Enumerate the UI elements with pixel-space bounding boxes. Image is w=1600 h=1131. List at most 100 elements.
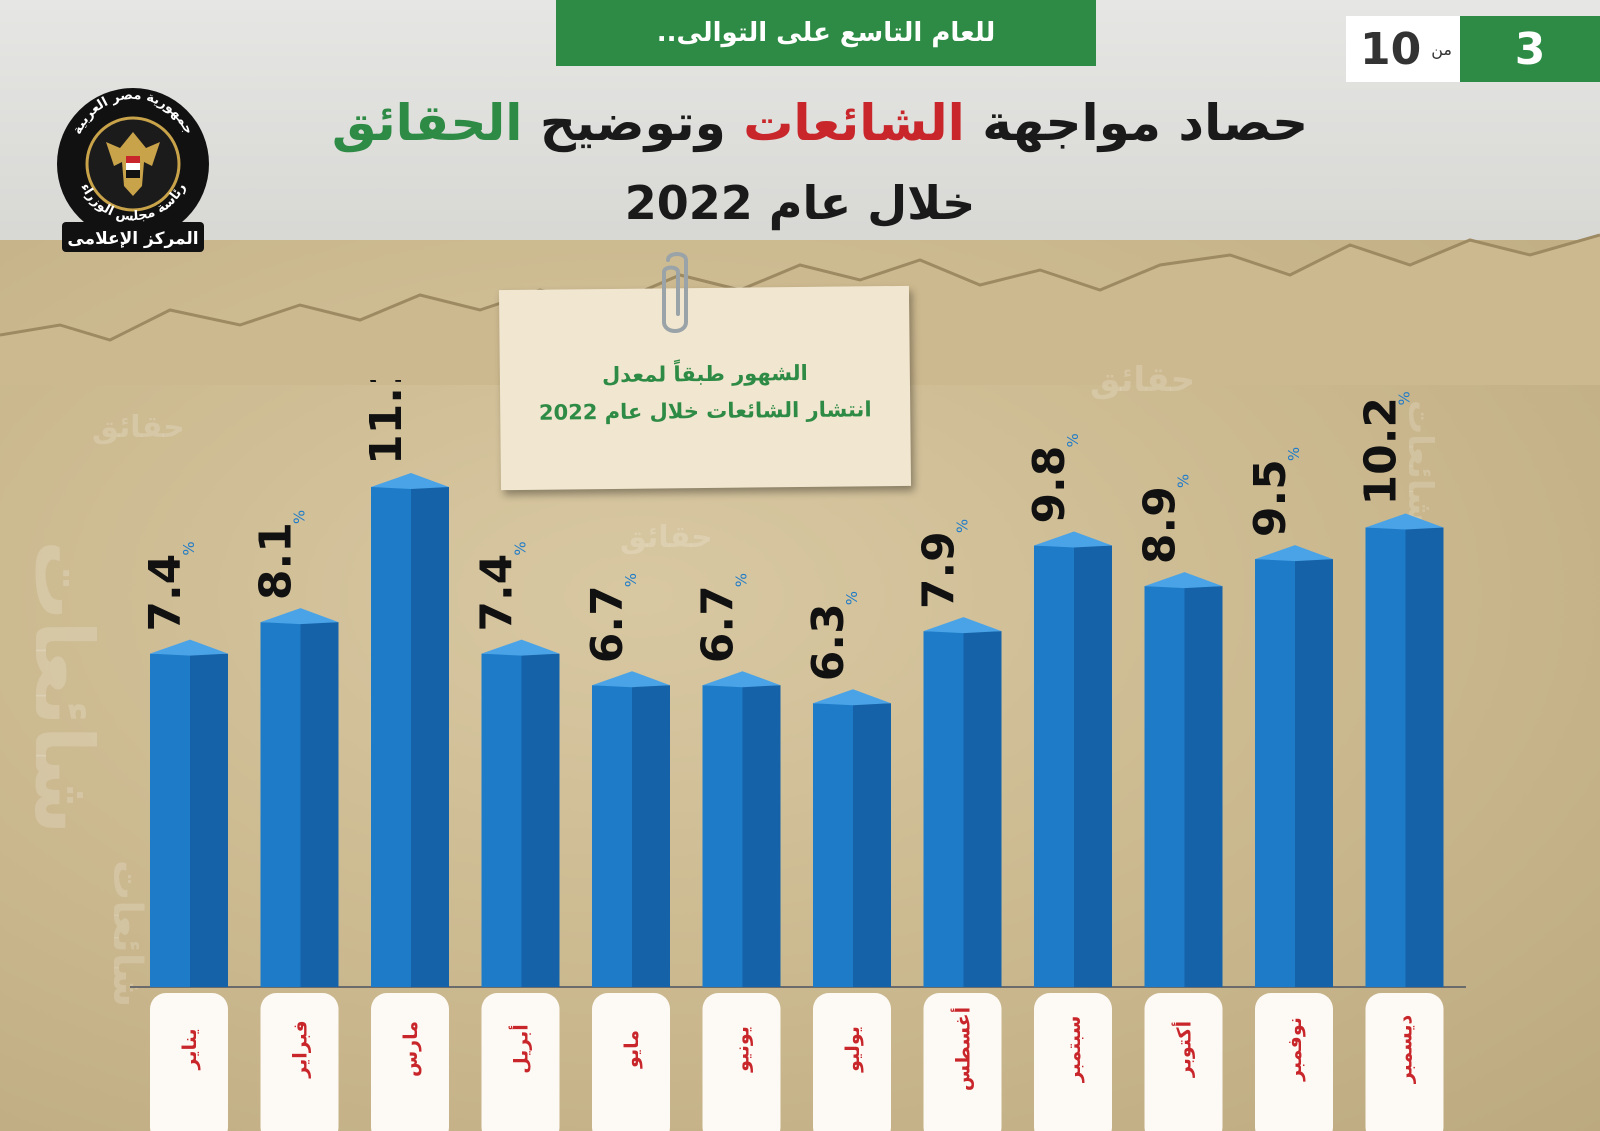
percent-sign: % [1064, 433, 1082, 447]
bar-top [592, 671, 670, 688]
title-highlight-facts: الحقائق [331, 94, 523, 152]
bar [1034, 545, 1074, 987]
cabinet-logo: جمهورية مصر العربية رئاسة مجلس الوزراء ا… [57, 88, 209, 252]
bar-side [300, 622, 339, 987]
bar-top [702, 671, 781, 688]
data-label: 8.1 [251, 522, 302, 600]
percent-sign: % [954, 519, 972, 533]
bar [260, 622, 301, 987]
bar-side [1405, 527, 1444, 987]
month-label-pill [923, 993, 1002, 1131]
percent-sign: % [843, 591, 861, 605]
bar-top [1365, 513, 1444, 530]
month-label-pill [702, 993, 781, 1131]
x-tick-label: مايو [621, 1030, 643, 1069]
data-label: 9.5 [1245, 459, 1296, 537]
percent-sign: % [512, 541, 530, 555]
bar-side [1295, 559, 1333, 987]
bar-side [963, 631, 1002, 987]
page-total: 10 [1346, 16, 1428, 82]
bar [813, 703, 853, 987]
bar-top [371, 473, 449, 489]
page-counter: 10 من 3 [1346, 16, 1600, 82]
data-label: 11.1 [361, 380, 412, 465]
bar [592, 685, 632, 987]
page-of-label: من [1427, 16, 1460, 82]
bar [702, 685, 743, 987]
x-tick-label: يونيو [732, 1026, 754, 1073]
percent-sign: % [291, 510, 309, 524]
bar-top [1144, 572, 1223, 589]
bar-top [1034, 531, 1112, 548]
data-label: 6.3 [803, 603, 854, 681]
bar [1144, 586, 1185, 987]
percent-sign: % [1396, 391, 1414, 405]
month-label-pill [1365, 993, 1444, 1131]
title-part: وتوضيح [522, 94, 744, 152]
bar-top [150, 639, 228, 656]
month-label-pill [1255, 993, 1333, 1131]
percent-sign: % [622, 573, 640, 587]
month-label-pill [592, 993, 670, 1131]
x-tick-label: يوليو [842, 1026, 864, 1073]
bar-top [923, 617, 1002, 634]
month-label-pill [1144, 993, 1223, 1131]
title-highlight-rumors: الشائعات [743, 94, 965, 152]
paperclip-icon [662, 252, 688, 333]
data-label: 7.4 [472, 554, 523, 632]
eagle-icon [106, 132, 160, 196]
bar-side [411, 487, 449, 987]
month-label-pill [481, 993, 560, 1131]
bar-side [190, 653, 228, 987]
x-tick-label: مارس [400, 1021, 422, 1077]
x-tick-label: أغسطس [951, 1007, 975, 1091]
bar [1365, 527, 1406, 987]
bar-top [260, 608, 339, 625]
data-label: 9.8 [1024, 446, 1075, 524]
bar [150, 653, 190, 987]
data-label: 6.7 [693, 585, 744, 663]
x-tick-label: ديسمبر [1395, 1014, 1417, 1084]
page-title: حصاد مواجهة الشائعات وتوضيح الحقائق [250, 96, 1390, 151]
bar-side [521, 653, 560, 987]
banner: للعام التاسع على التوالى.. [556, 0, 1096, 66]
month-label-pill [813, 993, 891, 1131]
percent-sign: % [1175, 474, 1193, 488]
data-label: 8.9 [1135, 486, 1186, 564]
bar-top [1255, 545, 1333, 562]
data-label: 10.2 [1356, 397, 1407, 506]
month-label-pill [371, 993, 449, 1131]
x-tick-label: فبراير [290, 1020, 312, 1078]
x-tick-label: أكتوبر [1172, 1021, 1196, 1078]
bar-side [853, 703, 891, 987]
title-part: حصاد مواجهة [964, 94, 1309, 152]
watermark-text: حقائق [1090, 360, 1196, 400]
month-label-pill [260, 993, 339, 1131]
month-label-pill [1034, 993, 1112, 1131]
watermark-text: حقائق [92, 410, 185, 445]
data-label: 6.7 [582, 585, 633, 663]
bar-chart: يناير 7.4% فبراير 8.1% مارس 11.1% أبريل 7.4% ماي… [130, 380, 1466, 1131]
bar-top [481, 639, 560, 656]
x-tick-label: سبتمبر [1063, 1016, 1085, 1084]
percent-sign: % [180, 541, 198, 555]
percent-sign: % [733, 573, 751, 587]
bar-side [742, 685, 781, 987]
x-tick-label: يناير [179, 1029, 201, 1071]
data-label: 7.9 [914, 531, 965, 609]
page-subtitle: خلال عام 2022 [624, 176, 976, 230]
bar [1255, 559, 1295, 987]
x-tick-label: نوفمبر [1284, 1017, 1306, 1082]
bar [371, 487, 411, 987]
bar-top [813, 689, 891, 706]
percent-sign: % [1285, 447, 1303, 461]
page-current: 3 [1460, 16, 1600, 82]
month-label-pill [150, 993, 228, 1131]
bar-side [1074, 545, 1112, 987]
data-label: 7.4 [140, 554, 191, 632]
bar-side [632, 685, 670, 987]
watermark-text: حقائق [620, 520, 713, 555]
logo-text-bottom: المركز الإعلامى [67, 229, 198, 249]
bar [481, 653, 522, 987]
